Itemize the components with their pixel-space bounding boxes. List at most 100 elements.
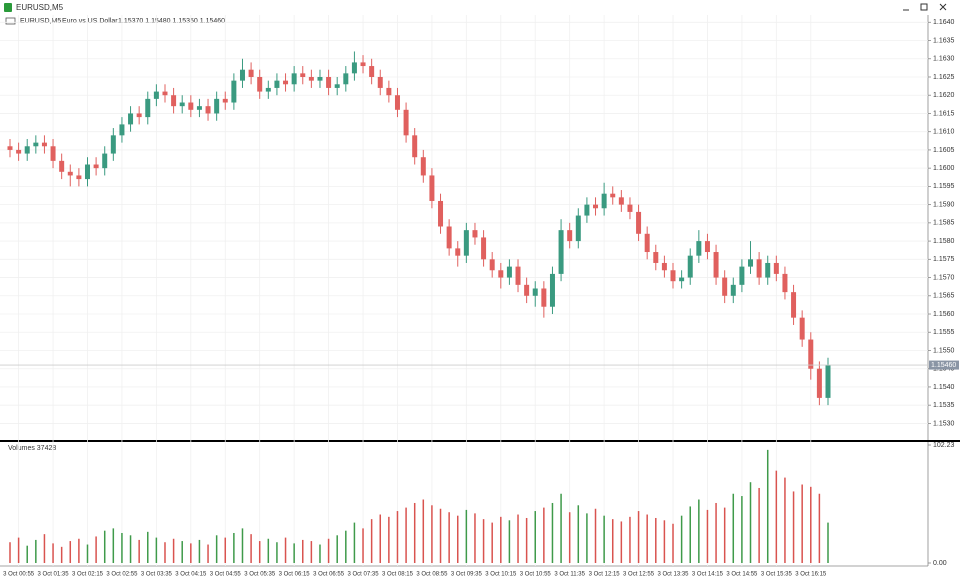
volume-bar bbox=[138, 539, 140, 563]
candle-body bbox=[239, 69, 245, 81]
candle-body bbox=[128, 113, 134, 125]
candle-body bbox=[748, 259, 754, 267]
y-tick-label: 1.1530 bbox=[933, 420, 955, 427]
x-tick-label: 3 Oct 12:15 bbox=[589, 572, 621, 578]
volume-bar bbox=[810, 486, 812, 563]
y-tick-label: 1.1580 bbox=[933, 238, 955, 245]
y-tick-label: 1.1600 bbox=[933, 165, 955, 172]
volume-bar bbox=[345, 530, 347, 563]
volume-bar bbox=[95, 536, 97, 563]
candle-body bbox=[584, 204, 590, 216]
candle-body bbox=[816, 368, 822, 398]
volume-bar bbox=[620, 521, 623, 563]
candle-body bbox=[782, 273, 788, 293]
close-button[interactable] bbox=[939, 3, 947, 11]
candle-body bbox=[739, 266, 745, 285]
candle-body bbox=[463, 230, 469, 256]
candle-body bbox=[248, 69, 254, 77]
candle-body bbox=[110, 135, 116, 154]
candle-body bbox=[808, 339, 814, 369]
candle-body bbox=[360, 62, 366, 67]
candle-body bbox=[369, 66, 375, 77]
volume-bar bbox=[224, 537, 227, 563]
candle-body bbox=[84, 164, 90, 180]
candle-body bbox=[326, 76, 332, 88]
candle-body bbox=[145, 98, 151, 118]
volume-bar bbox=[439, 508, 442, 563]
y-tick-label: 1.1620 bbox=[933, 92, 955, 99]
candle-body bbox=[730, 284, 736, 296]
x-tick-label: 3 Oct 02:15 bbox=[72, 572, 104, 578]
y-tick-label: 1.1610 bbox=[933, 129, 955, 136]
volume-bar bbox=[302, 539, 304, 563]
volume-bar bbox=[732, 493, 735, 563]
candle-body bbox=[636, 211, 642, 234]
volume-bar bbox=[818, 493, 821, 563]
volume-bar bbox=[215, 535, 218, 563]
x-tick-label: 3 Oct 14:55 bbox=[726, 572, 758, 578]
candle-body bbox=[722, 277, 728, 296]
y-tick-label: 1.1550 bbox=[933, 347, 955, 354]
candle-body bbox=[791, 292, 797, 318]
maximize-button[interactable] bbox=[920, 3, 928, 11]
candle-body bbox=[231, 80, 237, 103]
volume-bar bbox=[741, 496, 743, 563]
candle-body bbox=[558, 230, 564, 274]
volume-bar bbox=[698, 499, 700, 563]
y-tick-label: 1.1540 bbox=[933, 384, 955, 391]
volume-bar bbox=[276, 542, 278, 563]
volume-bar bbox=[758, 487, 760, 563]
volume-bar bbox=[52, 543, 54, 563]
volume-bar bbox=[198, 539, 201, 563]
volume-bar bbox=[500, 516, 502, 563]
volume-bar bbox=[827, 522, 829, 563]
volume-bar bbox=[250, 534, 252, 563]
candle-body bbox=[76, 175, 82, 180]
candle-body bbox=[618, 197, 624, 205]
x-tick-label: 3 Oct 10:55 bbox=[520, 572, 552, 578]
y-tick-label: 1.1640 bbox=[933, 19, 955, 26]
x-tick-label: 3 Oct 03:35 bbox=[141, 572, 173, 578]
volume-bar bbox=[310, 541, 313, 563]
y-tick-label: 1.1615 bbox=[933, 110, 955, 117]
volume-bar bbox=[396, 511, 399, 563]
candle-body bbox=[386, 87, 392, 96]
title-bar bbox=[0, 0, 960, 15]
candle-body bbox=[799, 317, 805, 340]
candle-body bbox=[506, 266, 512, 278]
volume-bar bbox=[637, 511, 640, 563]
y-tick-label: 1.1585 bbox=[933, 220, 955, 227]
candle-body bbox=[446, 226, 452, 249]
volume-bar bbox=[568, 512, 571, 563]
candle-body bbox=[283, 80, 289, 85]
app-icon bbox=[4, 3, 12, 12]
volume-bar bbox=[517, 514, 519, 563]
y-tick-label: 1.1635 bbox=[933, 37, 955, 44]
candle-body bbox=[334, 84, 340, 88]
volume-bar bbox=[155, 537, 158, 563]
candle-body bbox=[704, 241, 710, 253]
candle-body bbox=[102, 153, 108, 169]
candle-body bbox=[171, 95, 177, 107]
volume-bar bbox=[379, 514, 382, 563]
volume-bar bbox=[603, 515, 605, 563]
candle-body bbox=[438, 200, 444, 227]
chart-icon bbox=[5, 17, 16, 25]
volume-bar bbox=[456, 515, 459, 563]
x-tick-label: 3 Oct 06:15 bbox=[279, 572, 311, 578]
candle-body bbox=[317, 76, 323, 81]
candle-body bbox=[257, 76, 263, 92]
candle-body bbox=[472, 230, 478, 238]
x-tick-label: 3 Oct 09:35 bbox=[451, 572, 483, 578]
candle-body bbox=[50, 146, 56, 161]
candle-body bbox=[653, 252, 659, 263]
candle-body bbox=[687, 255, 693, 278]
volume-bar bbox=[611, 519, 614, 563]
candle-body bbox=[136, 113, 142, 118]
candle-body bbox=[498, 270, 504, 278]
volume-bar bbox=[17, 537, 20, 563]
chart-info: 1.15370 1.15480 1.15350 1.15460 bbox=[118, 18, 225, 25]
x-tick-label: 3 Oct 04:55 bbox=[210, 572, 242, 578]
